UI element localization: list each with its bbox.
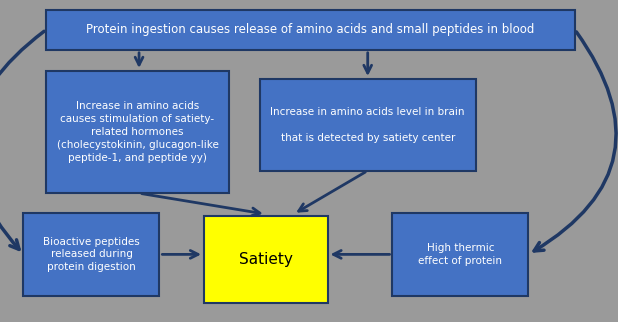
FancyBboxPatch shape (204, 216, 328, 303)
FancyBboxPatch shape (23, 213, 159, 296)
Text: High thermic
effect of protein: High thermic effect of protein (418, 243, 502, 266)
FancyBboxPatch shape (392, 213, 528, 296)
FancyArrowPatch shape (0, 31, 44, 250)
Text: Increase in amino acids
causes stimulation of satiety-
related hormones
(cholecy: Increase in amino acids causes stimulati… (57, 101, 218, 163)
FancyBboxPatch shape (46, 71, 229, 193)
FancyArrowPatch shape (534, 32, 616, 251)
Text: Protein ingestion causes release of amino acids and small peptides in blood: Protein ingestion causes release of amin… (87, 23, 535, 36)
Text: Bioactive peptides
released during
protein digestion: Bioactive peptides released during prote… (43, 237, 140, 272)
FancyBboxPatch shape (260, 79, 476, 171)
FancyBboxPatch shape (46, 10, 575, 50)
Text: Increase in amino acids level in brain

that is detected by satiety center: Increase in amino acids level in brain t… (271, 107, 465, 143)
Text: Satiety: Satiety (239, 252, 293, 267)
